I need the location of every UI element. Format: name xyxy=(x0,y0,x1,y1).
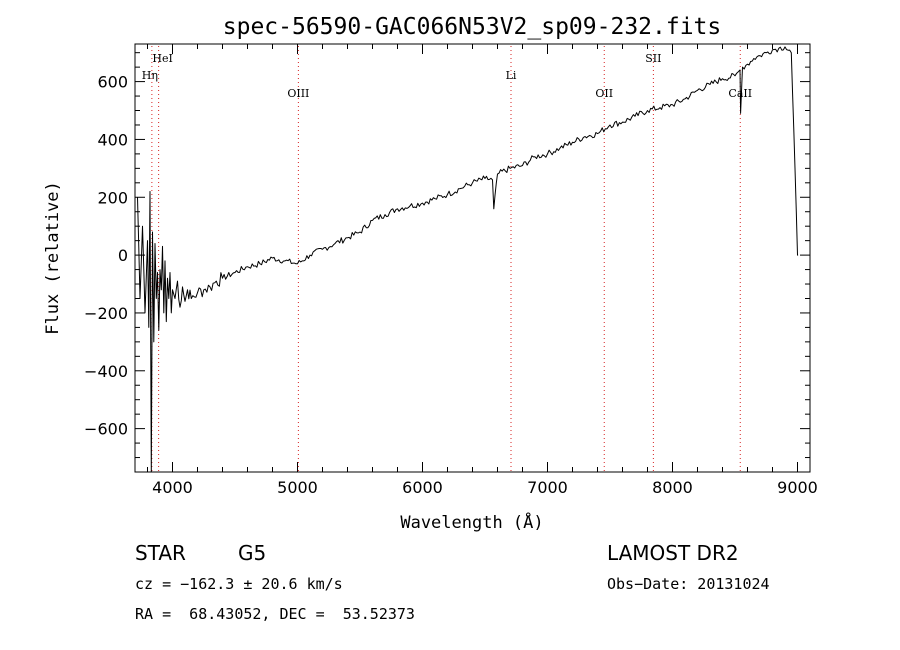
plot-frame xyxy=(134,43,811,473)
subclass-label: G5 xyxy=(238,541,267,565)
x-tick-label: 5000 xyxy=(277,478,318,497)
y-axis-label: Flux (relative) xyxy=(43,181,63,335)
spectral-line-label: HeI xyxy=(152,52,172,65)
y-tick-label: 400 xyxy=(97,130,128,149)
y-tick-label: −400 xyxy=(84,362,128,381)
x-tick-label: 4000 xyxy=(152,478,193,497)
spectral-line-label: Li xyxy=(506,69,517,82)
y-tick-label: −600 xyxy=(84,420,128,439)
y-tick-label: 600 xyxy=(97,73,128,92)
y-tick-label: 0 xyxy=(118,246,128,265)
spectral-line-label: SII xyxy=(645,52,661,65)
survey-label: LAMOST DR2 xyxy=(607,541,739,565)
y-tick-label: −200 xyxy=(84,304,128,323)
x-tick-label: 8000 xyxy=(652,478,693,497)
chart-title: spec-56590-GAC066N53V2_sp09-232.fits xyxy=(223,14,722,40)
redshift-line: cz = −162.3 ± 20.6 km/s xyxy=(135,575,343,593)
spectrum-line xyxy=(137,46,799,473)
obs-date: Obs−Date: 20131024 xyxy=(607,575,770,593)
spectral-line-label: Hη xyxy=(142,69,158,82)
x-axis-label: Wavelength (Å) xyxy=(400,511,543,533)
x-tick-label: 7000 xyxy=(527,478,568,497)
ra-dec-line: RA = 68.43052, DEC = 53.52373 xyxy=(135,605,415,623)
plot-layer: 4000 5000 6000 7000 8000 9000 −600 −400 −200 0 200… xyxy=(84,44,818,497)
spectral-line-label: OII xyxy=(595,87,613,100)
class-label: STAR xyxy=(135,541,186,565)
spectrum-chart: spec-56590-GAC066N53V2_sp09-232.fits 400… xyxy=(43,14,818,533)
y-tick-label: 200 xyxy=(97,188,128,207)
spectral-line-label: OIII xyxy=(287,87,309,100)
x-tick-label: 9000 xyxy=(777,478,818,497)
x-tick-label: 6000 xyxy=(402,478,443,497)
